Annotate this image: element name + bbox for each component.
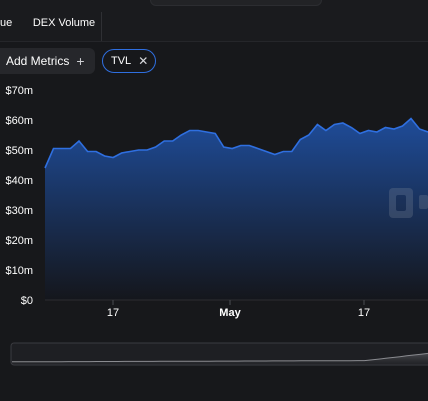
tvl-metric-chip[interactable]: TVL ✕ xyxy=(102,49,157,73)
tab-dex-volume[interactable]: DEX Volume xyxy=(32,17,96,29)
plus-icon: + xyxy=(76,53,85,69)
metric-tabs: ue DEX Volume xyxy=(0,8,428,44)
close-icon[interactable]: ✕ xyxy=(138,54,149,68)
search-input[interactable] xyxy=(150,0,322,6)
chart-panel xyxy=(0,41,428,401)
add-metrics-label: Add Metrics xyxy=(6,54,70,68)
tab-revenue[interactable]: ue xyxy=(0,17,13,29)
tvl-chip-label: TVL xyxy=(111,55,132,67)
tab-divider xyxy=(101,12,102,44)
add-metrics-button[interactable]: Add Metrics + xyxy=(0,48,95,74)
